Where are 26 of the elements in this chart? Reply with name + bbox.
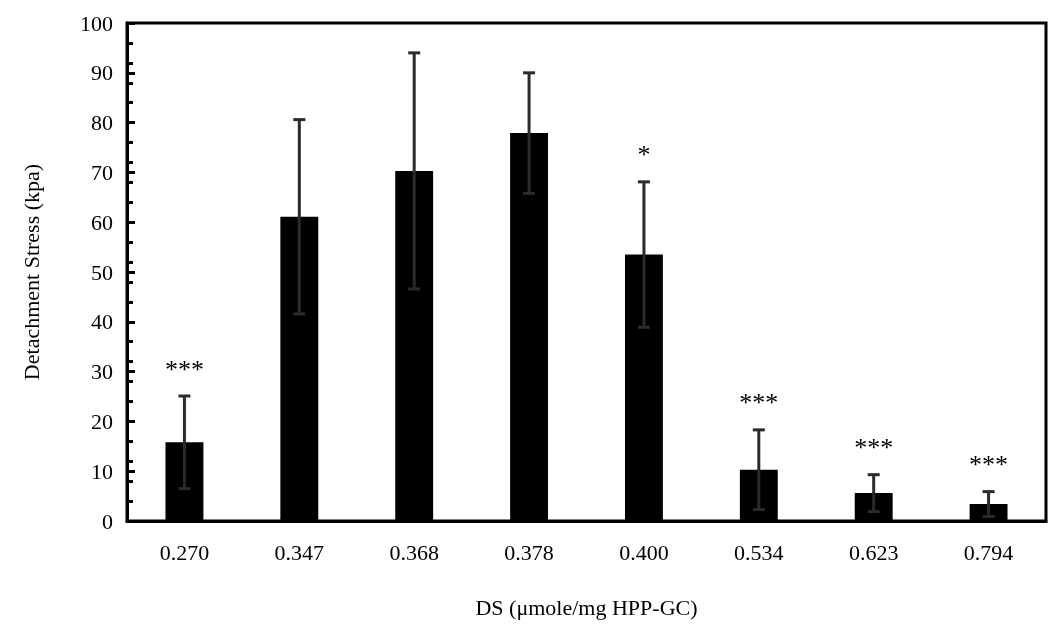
annotation: * <box>637 140 651 170</box>
x-tick-label: 0.368 <box>389 539 439 565</box>
x-tick-label: 0.347 <box>274 539 325 565</box>
annotation: *** <box>969 450 1009 480</box>
y-tick-label: 60 <box>91 209 113 235</box>
y-tick-label: 70 <box>91 159 113 185</box>
y-tick-label: 30 <box>91 359 113 385</box>
annotation: *** <box>739 388 779 418</box>
y-tick-label: 20 <box>91 408 113 434</box>
annotation: *** <box>164 354 204 384</box>
x-tick-label: 0.270 <box>159 539 210 565</box>
y-axis-title: Detachment Stress (kpa) <box>18 163 44 381</box>
x-axis-title: DS (μmole/mg HPP-GC) <box>475 594 698 620</box>
y-tick-label: 80 <box>91 110 113 136</box>
y-tick-label: 50 <box>91 259 113 285</box>
x-tick-label: 0.534 <box>734 539 784 565</box>
x-tick-label: 0.623 <box>848 539 899 565</box>
y-tick-label: 10 <box>91 458 113 484</box>
y-tick-label: 40 <box>91 309 113 335</box>
annotation: *** <box>854 433 894 463</box>
y-tick-label: 100 <box>80 10 113 36</box>
x-tick-label: 0.794 <box>963 539 1014 565</box>
y-tick-label: 0 <box>102 508 113 534</box>
y-tick-label: 90 <box>91 60 113 86</box>
x-tick-label: 0.400 <box>619 539 669 565</box>
x-tick-label: 0.378 <box>504 539 554 565</box>
